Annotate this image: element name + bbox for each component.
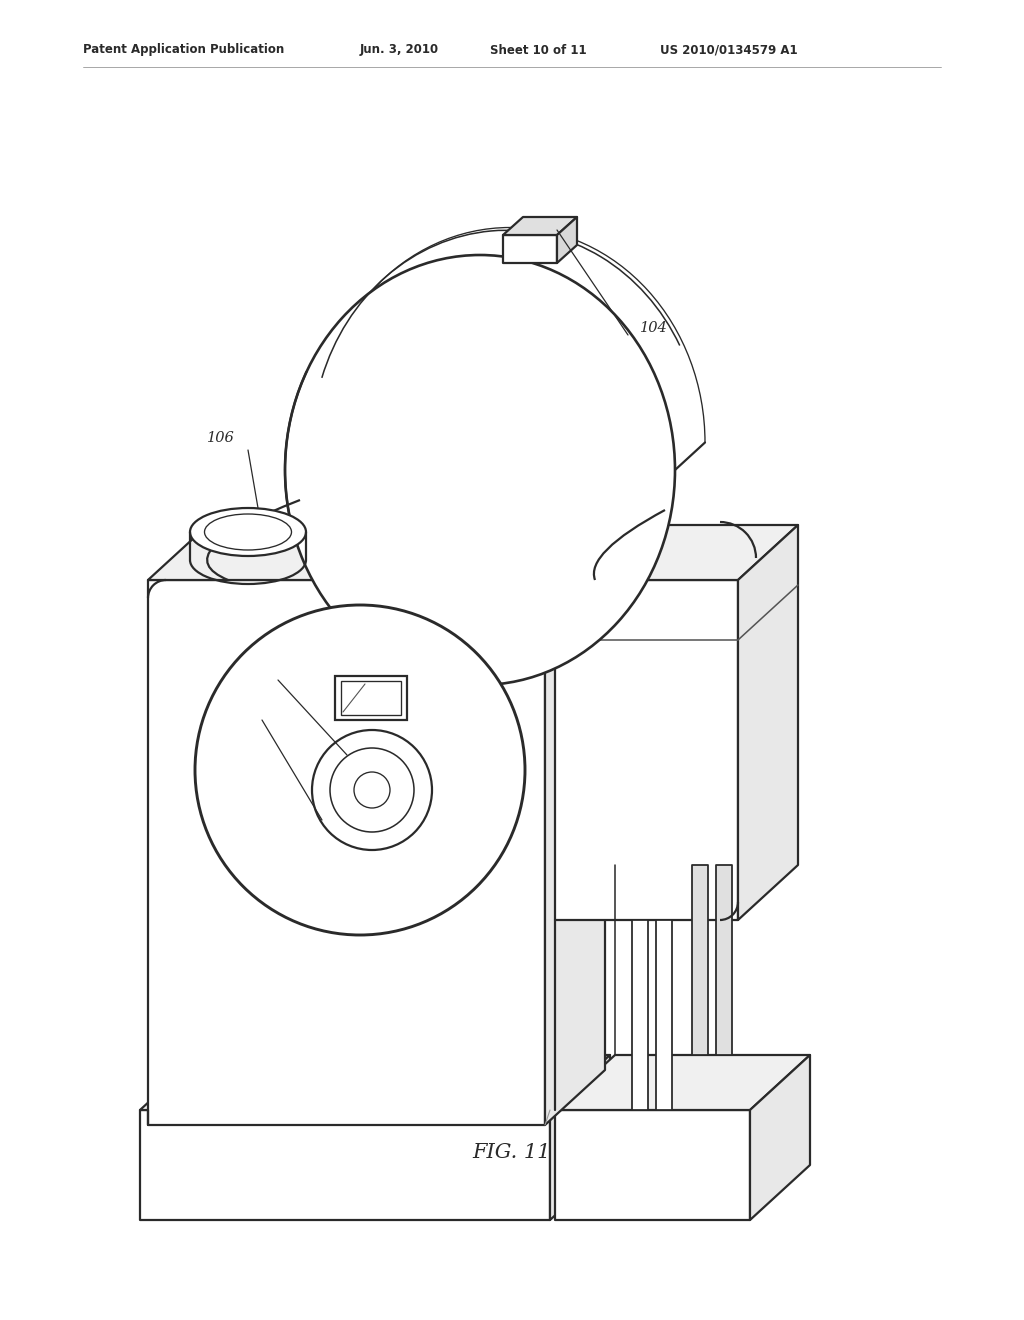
Text: US 2010/0134579 A1: US 2010/0134579 A1 [660, 44, 798, 57]
Polygon shape [545, 525, 605, 1125]
Text: 102: 102 [222, 657, 250, 672]
Polygon shape [632, 920, 648, 1110]
Polygon shape [550, 1055, 610, 1220]
Text: 106: 106 [207, 432, 234, 445]
Polygon shape [555, 525, 798, 579]
Text: FIG. 11: FIG. 11 [473, 1143, 551, 1162]
Bar [335, 676, 407, 719]
Polygon shape [557, 216, 577, 263]
Text: Patent Application Publication: Patent Application Publication [83, 44, 285, 57]
Circle shape [195, 605, 525, 935]
Ellipse shape [190, 508, 306, 556]
Polygon shape [656, 920, 672, 1110]
Text: 104: 104 [640, 321, 668, 335]
Polygon shape [503, 235, 557, 263]
Text: 100: 100 [222, 711, 250, 725]
Polygon shape [555, 1110, 750, 1220]
Polygon shape [140, 1110, 550, 1220]
Text: Sheet 10 of 11: Sheet 10 of 11 [490, 44, 587, 57]
Polygon shape [555, 1055, 810, 1110]
Polygon shape [140, 1055, 610, 1110]
Polygon shape [148, 579, 545, 1125]
Polygon shape [148, 525, 605, 579]
Polygon shape [503, 216, 577, 235]
Circle shape [330, 748, 414, 832]
Polygon shape [716, 865, 732, 1055]
Polygon shape [555, 579, 738, 920]
Polygon shape [750, 1055, 810, 1220]
Ellipse shape [285, 255, 675, 685]
Bar [341, 681, 401, 715]
Polygon shape [738, 525, 798, 920]
Polygon shape [692, 865, 708, 1055]
Text: Jun. 3, 2010: Jun. 3, 2010 [360, 44, 439, 57]
Circle shape [312, 730, 432, 850]
